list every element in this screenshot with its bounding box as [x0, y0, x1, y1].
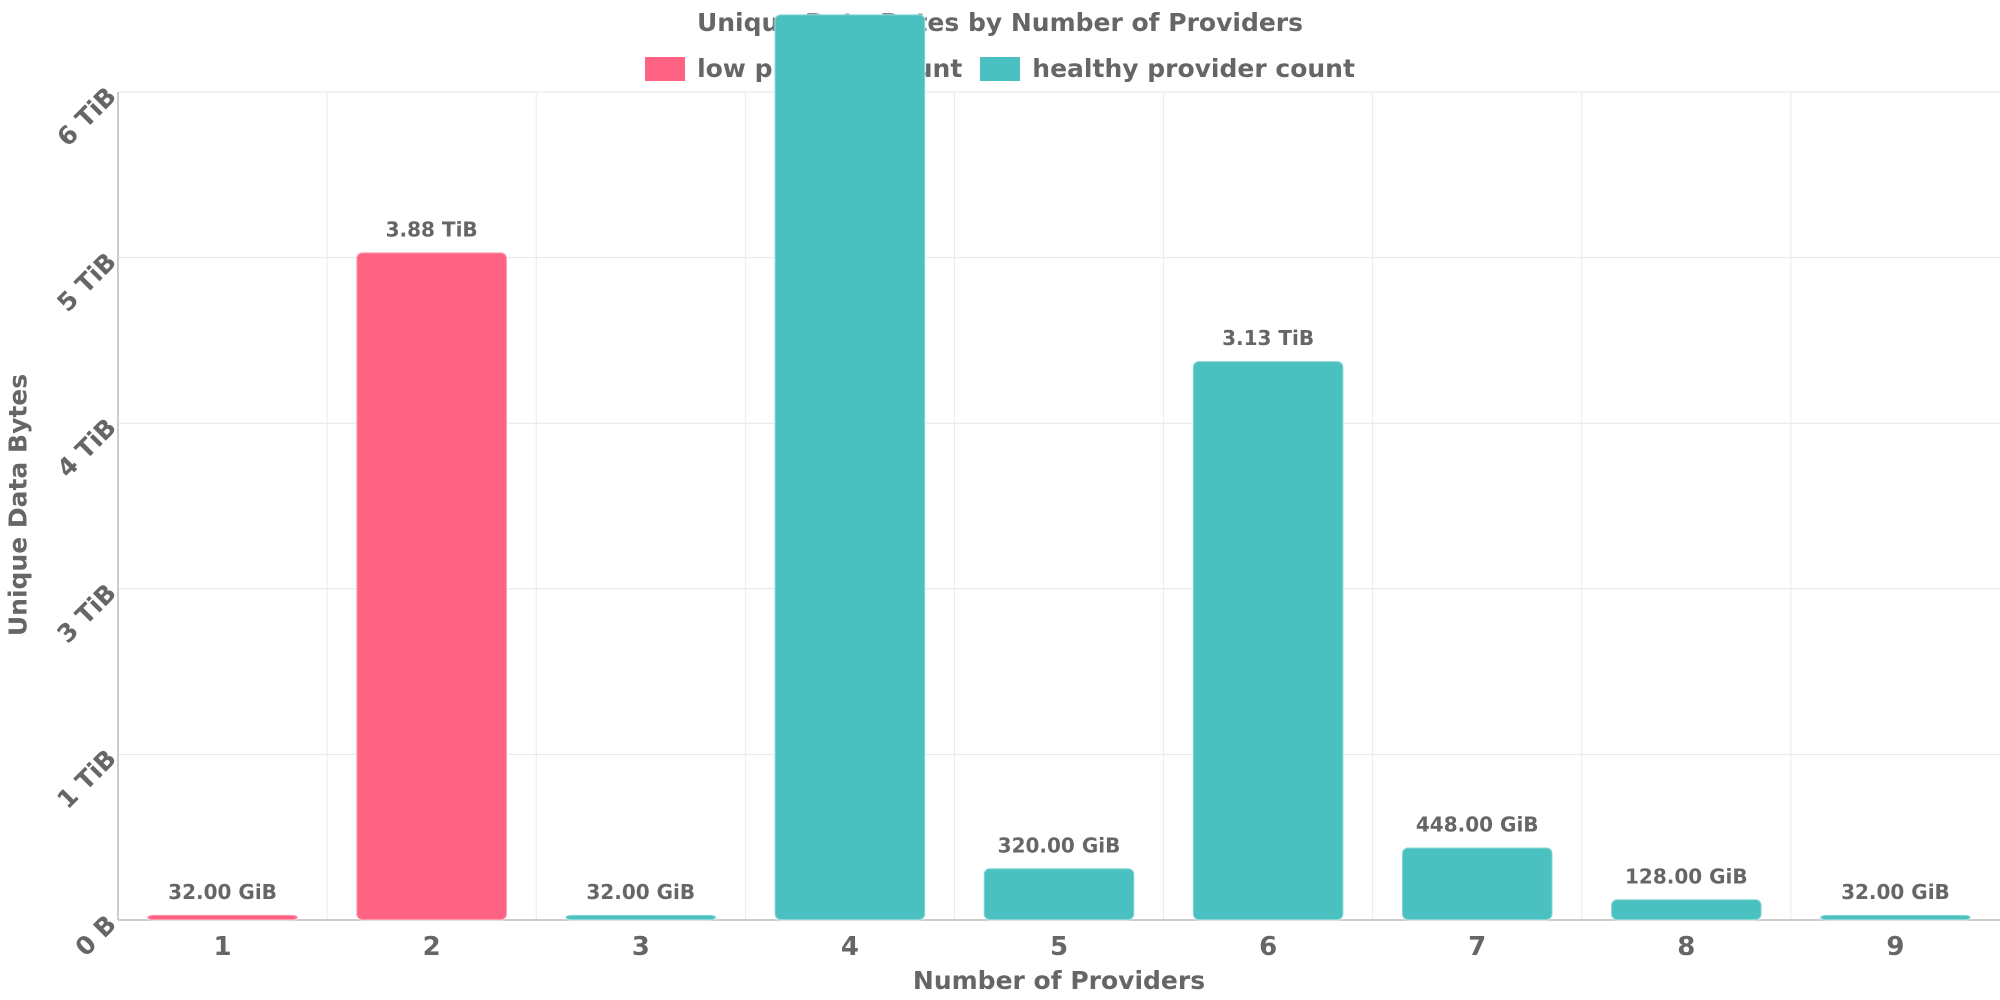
- bar-value-label: 320.00 GiB: [998, 833, 1121, 857]
- legend-swatch-low: [645, 56, 686, 81]
- bar-value-label: 128.00 GiB: [1625, 864, 1748, 888]
- bar-5: [982, 867, 1136, 921]
- bar-3: [564, 913, 718, 922]
- bar-4: [773, 13, 927, 921]
- bar-value-label: 32.00 GiB: [1841, 880, 1950, 904]
- x-tick-label: 8: [1677, 932, 1695, 962]
- y-tick-label: 0 B: [69, 909, 121, 961]
- legend-swatch-healthy: [980, 56, 1021, 81]
- x-tick-label: 4: [841, 932, 859, 962]
- bar-1: [146, 913, 299, 922]
- y-tick-label: 6 TiB: [51, 81, 122, 152]
- legend-item-healthy[interactable]: healthy provider count: [980, 54, 1355, 83]
- y-tick-label: 5 TiB: [51, 247, 122, 318]
- bar-8: [1610, 898, 1763, 921]
- bar-value-label: 32.00 GiB: [168, 880, 277, 904]
- x-tick-label: 1: [214, 932, 232, 962]
- y-tick-label: 4 TiB: [51, 413, 122, 484]
- bar-value-label: 3.88 TiB: [386, 217, 478, 241]
- y-tick-label: 1 TiB: [51, 744, 122, 815]
- bar-value-label: 5.50 TiB: [804, 0, 896, 3]
- bar-value-label: 448.00 GiB: [1416, 813, 1539, 837]
- x-tick-label: 9: [1886, 932, 1904, 962]
- x-tick-label: 6: [1259, 932, 1277, 962]
- bar-6: [1191, 360, 1345, 922]
- bar-value-label: 32.00 GiB: [586, 880, 695, 904]
- bar-7: [1400, 846, 1554, 921]
- legend-label-healthy: healthy provider count: [1032, 54, 1355, 83]
- bar-value-label: 3.13 TiB: [1222, 326, 1314, 350]
- x-tick-label: 7: [1468, 932, 1486, 962]
- bar-9: [1819, 913, 1972, 922]
- y-axis-label: Unique Data Bytes: [3, 373, 33, 637]
- x-tick-label: 5: [1050, 932, 1068, 962]
- bar-2: [355, 251, 508, 922]
- x-axis-label: Number of Providers: [912, 966, 1206, 995]
- x-tick-label: 3: [632, 932, 650, 962]
- y-tick-label: 3 TiB: [51, 578, 122, 649]
- x-tick-label: 2: [423, 932, 441, 962]
